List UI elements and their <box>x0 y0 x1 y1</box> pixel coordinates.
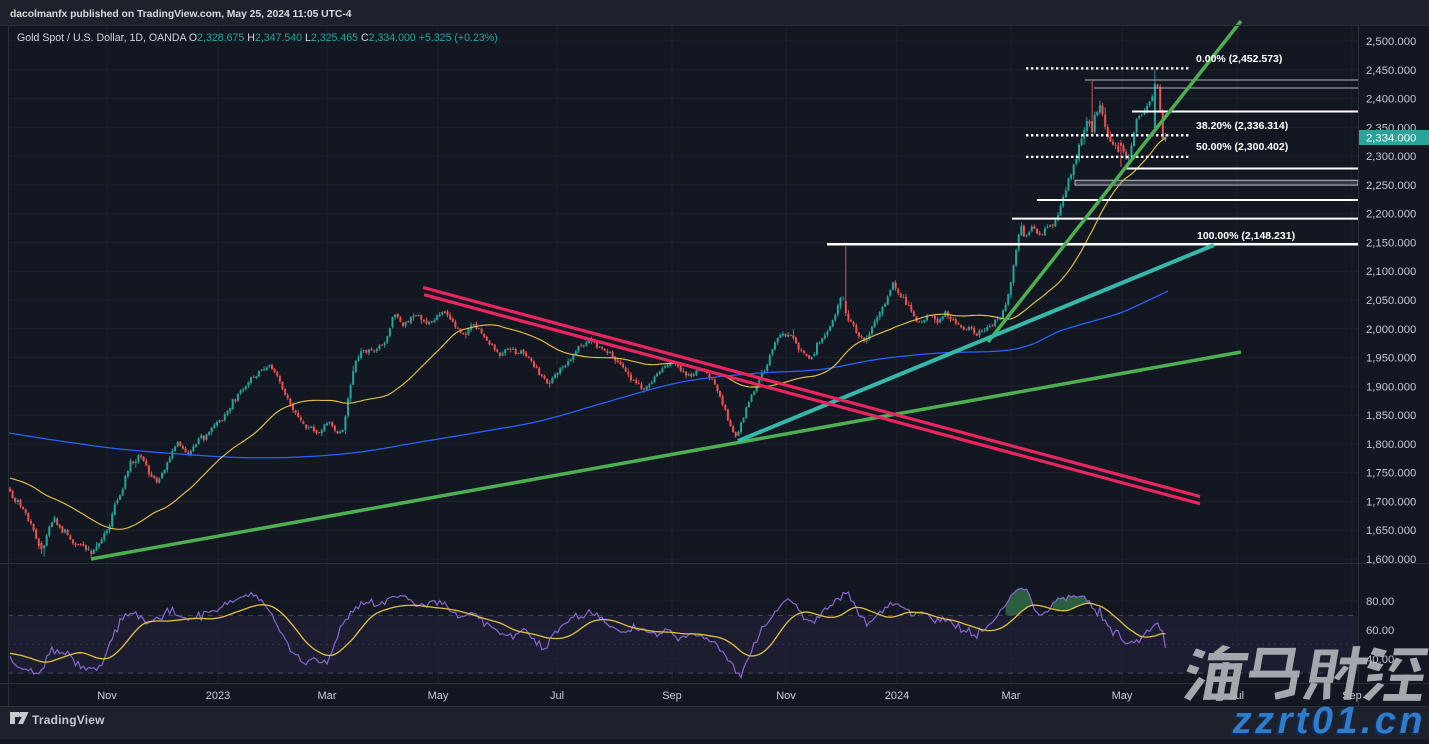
svg-text:Jul: Jul <box>550 690 564 702</box>
svg-text:Nov: Nov <box>776 690 796 702</box>
svg-text:1,650.000: 1,650.000 <box>1366 525 1416 537</box>
svg-text:2,000.000: 2,000.000 <box>1366 324 1416 336</box>
svg-text:50.00% (2,300.402): 50.00% (2,300.402) <box>1196 141 1288 153</box>
svg-text:1,950.000: 1,950.000 <box>1366 353 1416 365</box>
svg-text:1,750.000: 1,750.000 <box>1366 468 1416 480</box>
svg-text:2,450.000: 2,450.000 <box>1366 65 1416 77</box>
svg-text:1,850.000: 1,850.000 <box>1366 410 1416 422</box>
svg-text:zzrt01.cn: zzrt01.cn <box>1230 702 1424 739</box>
svg-text:2,150.000: 2,150.000 <box>1366 237 1416 249</box>
svg-text:TradingView: TradingView <box>32 713 105 727</box>
svg-text:80.00: 80.00 <box>1366 596 1394 608</box>
svg-text:2,100.000: 2,100.000 <box>1366 266 1416 278</box>
svg-text:2,200.000: 2,200.000 <box>1366 209 1416 221</box>
svg-text:1,800.000: 1,800.000 <box>1366 439 1416 451</box>
svg-text:2,400.000: 2,400.000 <box>1366 94 1416 106</box>
svg-text:38.20% (2,336.314): 38.20% (2,336.314) <box>1196 120 1288 132</box>
svg-text:dacolmanfx published on Tradin: dacolmanfx published on TradingView.com,… <box>10 9 352 20</box>
svg-text:60.00: 60.00 <box>1366 625 1394 637</box>
svg-text:100.00% (2,148.231): 100.00% (2,148.231) <box>1197 230 1295 242</box>
svg-text:2,500.000: 2,500.000 <box>1366 36 1416 48</box>
svg-text:2024: 2024 <box>885 690 909 702</box>
svg-text:0.00% (2,452.573): 0.00% (2,452.573) <box>1196 53 1282 65</box>
svg-text:2,334.000: 2,334.000 <box>1366 133 1416 145</box>
svg-text:Mar: Mar <box>318 690 337 702</box>
svg-text:2,250.000: 2,250.000 <box>1366 180 1416 192</box>
svg-text:Gold Spot / U.S. Dollar, 1D, O: Gold Spot / U.S. Dollar, 1D, OANDA O2,32… <box>17 32 498 44</box>
svg-text:2,050.000: 2,050.000 <box>1366 295 1416 307</box>
svg-text:Mar: Mar <box>1002 690 1021 702</box>
svg-text:1,600.000: 1,600.000 <box>1366 554 1416 566</box>
svg-text:1,900.000: 1,900.000 <box>1366 381 1416 393</box>
svg-text:40.00: 40.00 <box>1366 654 1394 666</box>
svg-text:zzrt01.cn: zzrt01.cn <box>1232 700 1426 739</box>
svg-text:Nov: Nov <box>97 690 117 702</box>
svg-text:May: May <box>1112 690 1133 702</box>
svg-text:1,700.000: 1,700.000 <box>1366 496 1416 508</box>
svg-text:2,300.000: 2,300.000 <box>1366 151 1416 163</box>
svg-text:Sep: Sep <box>662 690 682 702</box>
svg-text:2023: 2023 <box>206 690 230 702</box>
svg-text:May: May <box>428 690 449 702</box>
